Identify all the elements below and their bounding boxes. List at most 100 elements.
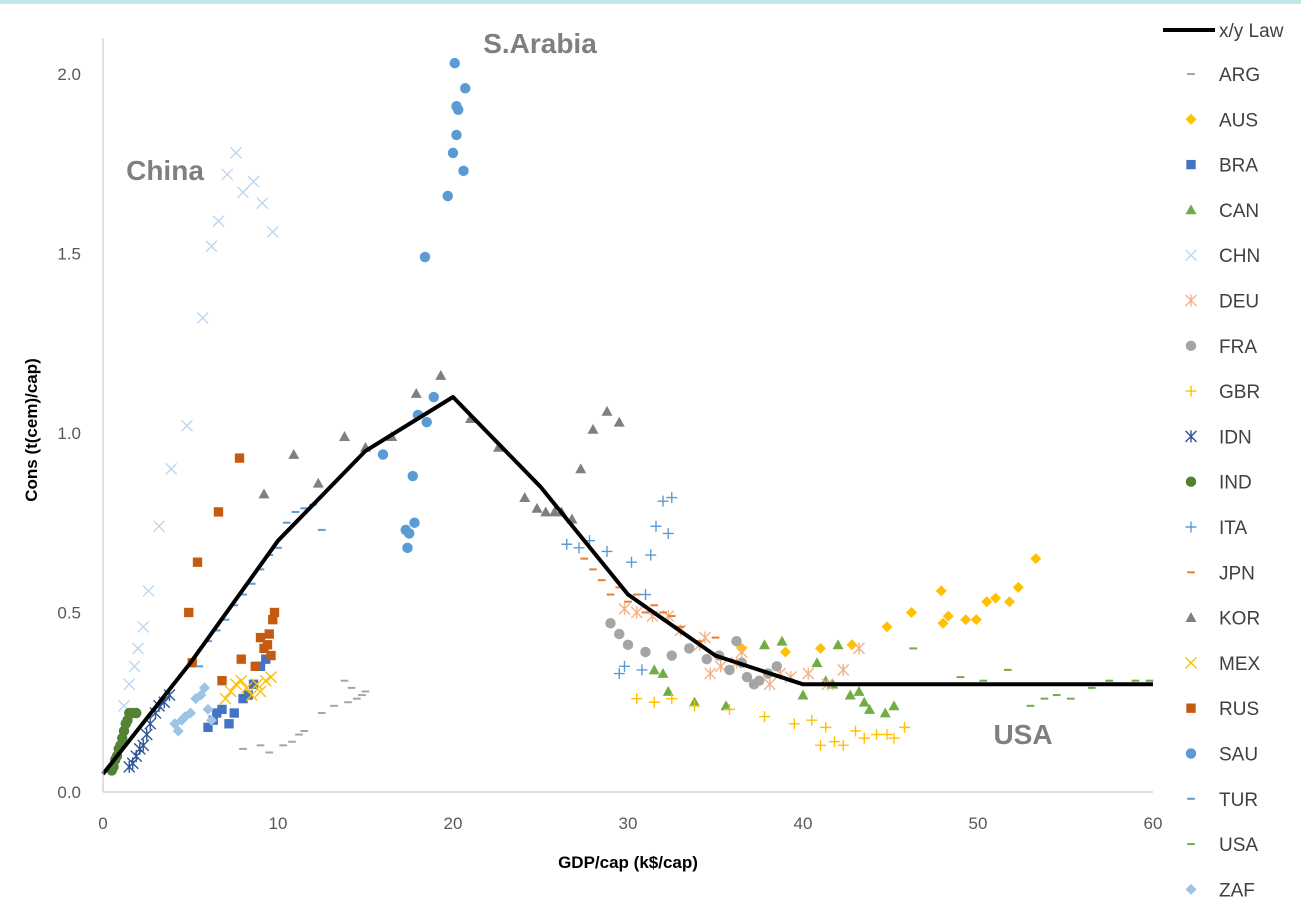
data-point-can <box>879 707 891 718</box>
x-tick-label: 50 <box>969 814 988 833</box>
data-point-mex <box>219 692 232 705</box>
data-point-bra <box>238 693 248 704</box>
data-point-fra <box>614 628 625 640</box>
data-point-chn <box>165 462 178 475</box>
data-point-chn <box>256 197 269 210</box>
data-point-gbr <box>837 739 849 751</box>
series-idn <box>123 689 176 773</box>
data-point-fra <box>701 653 712 665</box>
data-point-ita <box>626 556 637 568</box>
data-point-sau <box>409 517 420 528</box>
legend-label-arg: ARG <box>1219 65 1260 86</box>
legend-label-deu: DEU <box>1219 292 1259 313</box>
data-point-can <box>720 700 732 711</box>
data-point-idn <box>140 728 153 741</box>
data-point-gbr <box>806 714 818 726</box>
y-tick-label: 1.0 <box>57 424 81 443</box>
data-point-ita <box>601 545 613 557</box>
data-point-deu <box>837 663 850 676</box>
legend-label-zaf: ZAF <box>1219 880 1255 901</box>
data-point-gbr <box>759 711 770 723</box>
data-point-deu <box>618 602 631 615</box>
legend-marker-chn <box>1185 249 1197 262</box>
data-point-aus <box>1030 553 1042 565</box>
data-point-deu <box>802 667 815 680</box>
x-tick-label: 20 <box>444 814 463 833</box>
data-point-bra <box>261 654 271 664</box>
legend-label-tur: TUR <box>1219 790 1258 811</box>
x-tick-label: 60 <box>1144 814 1163 833</box>
legend-label-fra: FRA <box>1219 337 1257 358</box>
data-point-can <box>797 689 809 700</box>
data-point-fra <box>684 643 695 654</box>
data-point-bra <box>224 719 234 729</box>
series-bra <box>203 654 271 733</box>
data-point-chn <box>153 520 165 533</box>
legend-label-gbr: GBR <box>1219 382 1260 403</box>
series-rus <box>184 453 280 686</box>
data-point-sau <box>377 449 389 460</box>
data-point-gbr <box>631 693 643 705</box>
data-point-sau <box>458 165 469 177</box>
series-gbr <box>631 693 910 751</box>
law-line <box>101 395 1153 776</box>
data-point-fra <box>622 639 634 651</box>
data-point-rus <box>184 607 194 618</box>
legend-label-sau: SAU <box>1219 745 1258 766</box>
data-point-bra <box>229 708 239 718</box>
data-point-sau <box>442 190 453 202</box>
data-point-gbr <box>899 721 910 733</box>
data-point-chn <box>221 168 234 181</box>
data-point-deu <box>704 667 717 680</box>
data-point-can <box>844 689 856 700</box>
data-point-bra <box>243 690 253 700</box>
legend: x/y Law ARG AUS BRA CAN CHN DEU FRA GBR IDN IND IT… <box>1163 21 1284 901</box>
legend-label-law: x/y Law <box>1219 21 1284 42</box>
data-point-aus <box>815 642 826 654</box>
data-point-kor <box>540 506 552 517</box>
data-point-mex <box>254 685 267 698</box>
data-point-can <box>811 657 823 668</box>
data-point-chn <box>212 215 225 228</box>
data-point-mex <box>240 681 253 694</box>
data-point-rus <box>250 661 260 672</box>
data-point-chn <box>196 312 209 325</box>
data-point-ita <box>573 542 585 554</box>
data-point-ita <box>619 660 630 672</box>
data-point-bra <box>212 708 222 718</box>
series-sau <box>377 57 471 554</box>
data-point-aus <box>960 614 972 626</box>
legend-marker-gbr <box>1185 385 1197 397</box>
data-point-fra <box>771 661 782 672</box>
data-point-zaf <box>172 725 184 737</box>
data-point-sau <box>453 104 464 116</box>
data-point-kor <box>613 416 625 427</box>
series-mex <box>219 671 277 705</box>
data-point-aus <box>1012 581 1024 593</box>
legend-label-kor: KOR <box>1219 609 1260 630</box>
data-point-deu <box>735 645 748 659</box>
data-point-mex <box>235 674 248 687</box>
data-point-kor <box>601 405 613 416</box>
x-axis-title: GDP/cap (k$/cap) <box>558 853 698 872</box>
data-point-fra <box>640 646 651 658</box>
data-point-rus <box>213 507 224 517</box>
data-point-gbr <box>881 729 893 741</box>
data-point-bra <box>255 661 266 672</box>
data-point-can <box>759 639 770 650</box>
data-point-bra <box>217 704 227 715</box>
data-point-gbr <box>648 696 660 708</box>
data-point-idn <box>137 739 150 752</box>
data-point-fra <box>724 664 735 676</box>
x-tick-labels: 0 10 20 30 40 50 60 <box>98 814 1162 833</box>
data-point-mex <box>251 678 263 691</box>
top-accent-bar <box>0 0 1301 4</box>
data-point-ita <box>650 520 662 532</box>
x-tick-label: 30 <box>619 814 638 833</box>
data-point-chn <box>266 225 279 238</box>
data-point-rus <box>268 614 278 625</box>
data-point-ind <box>131 707 142 719</box>
data-point-zaf <box>206 714 217 726</box>
data-point-chn <box>205 240 218 253</box>
data-point-kor <box>410 387 422 398</box>
